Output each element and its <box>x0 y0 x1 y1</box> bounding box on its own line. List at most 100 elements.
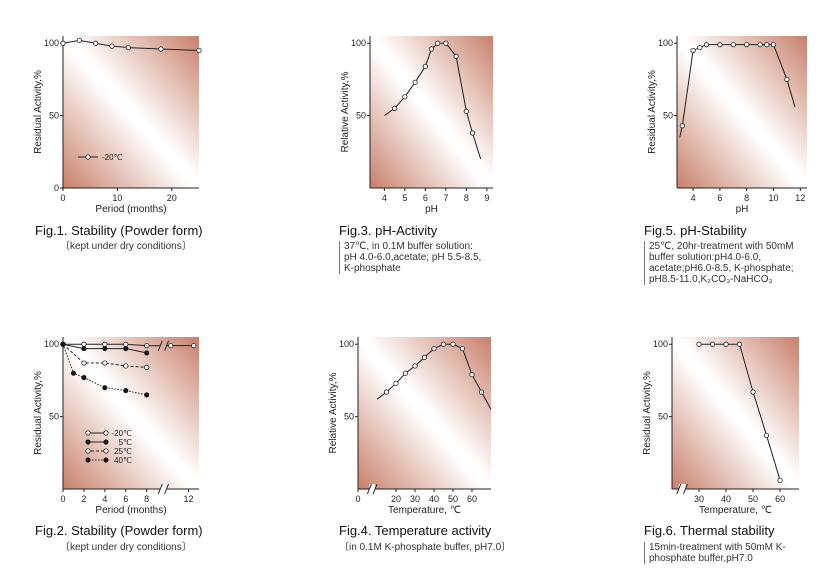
fig5-title: Fig.5. pH-Stability <box>644 223 747 238</box>
data-point <box>76 37 82 43</box>
legend-marker <box>85 439 91 445</box>
axis-break-mark <box>157 483 163 495</box>
data-point <box>757 42 763 48</box>
x-tick-label: 50 <box>748 494 758 504</box>
y-tick-label: 50 <box>344 412 354 422</box>
x-tick-label: 8 <box>144 494 149 504</box>
fig5-note-line: acetate;pH6.0-8.5, K-phosphate; <box>649 263 794 274</box>
data-point <box>469 130 476 136</box>
y-tick-label: 50 <box>658 412 668 422</box>
data-point <box>777 477 783 483</box>
data-point <box>703 42 710 48</box>
x-tick-label: 0 <box>60 494 65 504</box>
legend-marker <box>85 448 91 454</box>
x-tick-label: 6 <box>717 193 722 203</box>
x-tick-label: 50 <box>448 494 458 504</box>
data-point <box>717 42 723 48</box>
x-tick-label: 2 <box>81 494 86 504</box>
fig5-note-line: pH8.5-11.0,K₂CO₃-NaHCO₃ <box>649 274 773 285</box>
data-point <box>412 363 418 369</box>
chart-fig1: 0 10 20 0 50 100 Period (months) Residual Activ… <box>33 36 202 215</box>
fig5-note-line: 25℃, 20hr-treatment with 50mM <box>649 241 794 252</box>
data-point <box>428 46 435 52</box>
legend-marker <box>85 457 91 463</box>
x-tick-label: 60 <box>775 494 785 504</box>
x-tick-label: 10 <box>112 193 122 203</box>
fig3-note-line: 37℃, in 0.1M buffer solution: <box>344 241 473 252</box>
legend-marker <box>103 448 109 454</box>
data-point <box>696 341 702 347</box>
chart-fig2: 0 2 4 6 8 12 50 100 Period (months) Residual Acti… <box>33 337 199 516</box>
data-point <box>736 341 743 347</box>
x-tick-label: 30 <box>694 494 704 504</box>
data-point <box>412 79 418 85</box>
fig3-title: Fig.3. pH-Activity <box>339 223 438 238</box>
data-point <box>764 42 770 48</box>
axis-break-gap <box>369 484 376 494</box>
plot-background <box>370 36 493 188</box>
x-tick-label: 30 <box>410 494 420 504</box>
fig1-note-line: 〔kept under dry conditions〕 <box>60 241 192 252</box>
data-point <box>123 387 129 394</box>
data-point <box>697 44 703 51</box>
x-tick-label: 8 <box>744 193 749 203</box>
legend-label: 25℃ <box>114 447 132 456</box>
axis-break-gap <box>678 484 686 494</box>
fig6-note-line: 15min-treatment with 50mM K- <box>649 542 786 553</box>
x-tick-label: 5 <box>402 193 407 203</box>
x-tick-label: 10 <box>768 193 778 203</box>
x-axis-label: Period (months) <box>95 204 166 215</box>
fig3-note-line: pH 4.0-6.0,acetate; pH 5.5-8.5, <box>344 252 482 263</box>
fig3-note: 37℃, in 0.1M buffer solution: pH 4.0-6.0… <box>339 241 481 274</box>
y-tick-label: 100 <box>339 339 354 349</box>
data-point <box>125 44 131 51</box>
x-axis-label: pH <box>425 204 438 215</box>
data-point <box>144 350 150 356</box>
fig6-title: Fig.6. Thermal stability <box>644 523 775 538</box>
x-tick-label: 40 <box>721 494 731 504</box>
x-axis-label: pH <box>736 204 749 215</box>
x-tick-label: 0 <box>60 193 65 203</box>
data-point <box>81 341 87 347</box>
x-tick-label: 20 <box>167 193 177 203</box>
data-point <box>81 345 87 352</box>
y-axis-label: Residual Activity,% <box>647 70 658 154</box>
legend-marker <box>85 154 91 160</box>
x-tick-label: 40 <box>429 494 439 504</box>
plot-background <box>672 337 799 489</box>
chart-fig4: 0 20 30 40 50 60 50 100 Temperature, ℃ Relative A… <box>328 337 492 516</box>
legend-marker <box>103 430 109 436</box>
y-tick-label: 50 <box>663 111 673 121</box>
data-point <box>459 345 466 352</box>
fig4-title: Fig.4. Temperature activity <box>339 523 492 538</box>
plot-background <box>63 337 199 489</box>
data-point <box>750 389 756 395</box>
legend-label: -20℃ <box>102 153 123 162</box>
data-point <box>744 42 750 48</box>
y-tick-label: 0 <box>54 183 59 193</box>
data-point <box>440 341 447 347</box>
data-point <box>109 43 115 49</box>
data-point <box>679 123 685 129</box>
axis-break-mark <box>372 483 378 495</box>
data-point <box>102 345 108 352</box>
data-point <box>421 354 428 360</box>
data-point <box>81 374 87 381</box>
data-point <box>730 42 736 48</box>
data-point <box>123 345 129 352</box>
data-point <box>431 345 437 352</box>
data-point <box>144 392 150 398</box>
fig3-note-line: K-phosphate <box>344 263 401 274</box>
x-tick-label: 60 <box>467 494 477 504</box>
axis-break-gap <box>160 484 167 494</box>
y-tick-label: 50 <box>49 412 59 422</box>
chart-fig3: 4 5 6 7 8 9 50 100 pH Relative Activity,% <box>340 36 493 215</box>
y-axis-label: Relative Activity,% <box>340 71 351 152</box>
data-point <box>453 53 459 59</box>
data-point <box>450 341 456 347</box>
plot-background <box>677 36 807 188</box>
y-tick-label: 50 <box>49 111 59 121</box>
legend-label: 40℃ <box>114 456 132 465</box>
fig1-title: Fig.1. Stability (Powder form) <box>35 223 203 238</box>
data-point <box>102 360 108 366</box>
